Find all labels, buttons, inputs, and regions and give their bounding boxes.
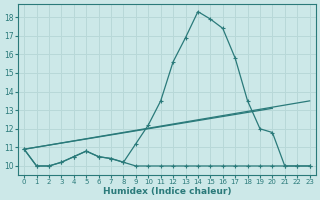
X-axis label: Humidex (Indice chaleur): Humidex (Indice chaleur): [103, 187, 231, 196]
